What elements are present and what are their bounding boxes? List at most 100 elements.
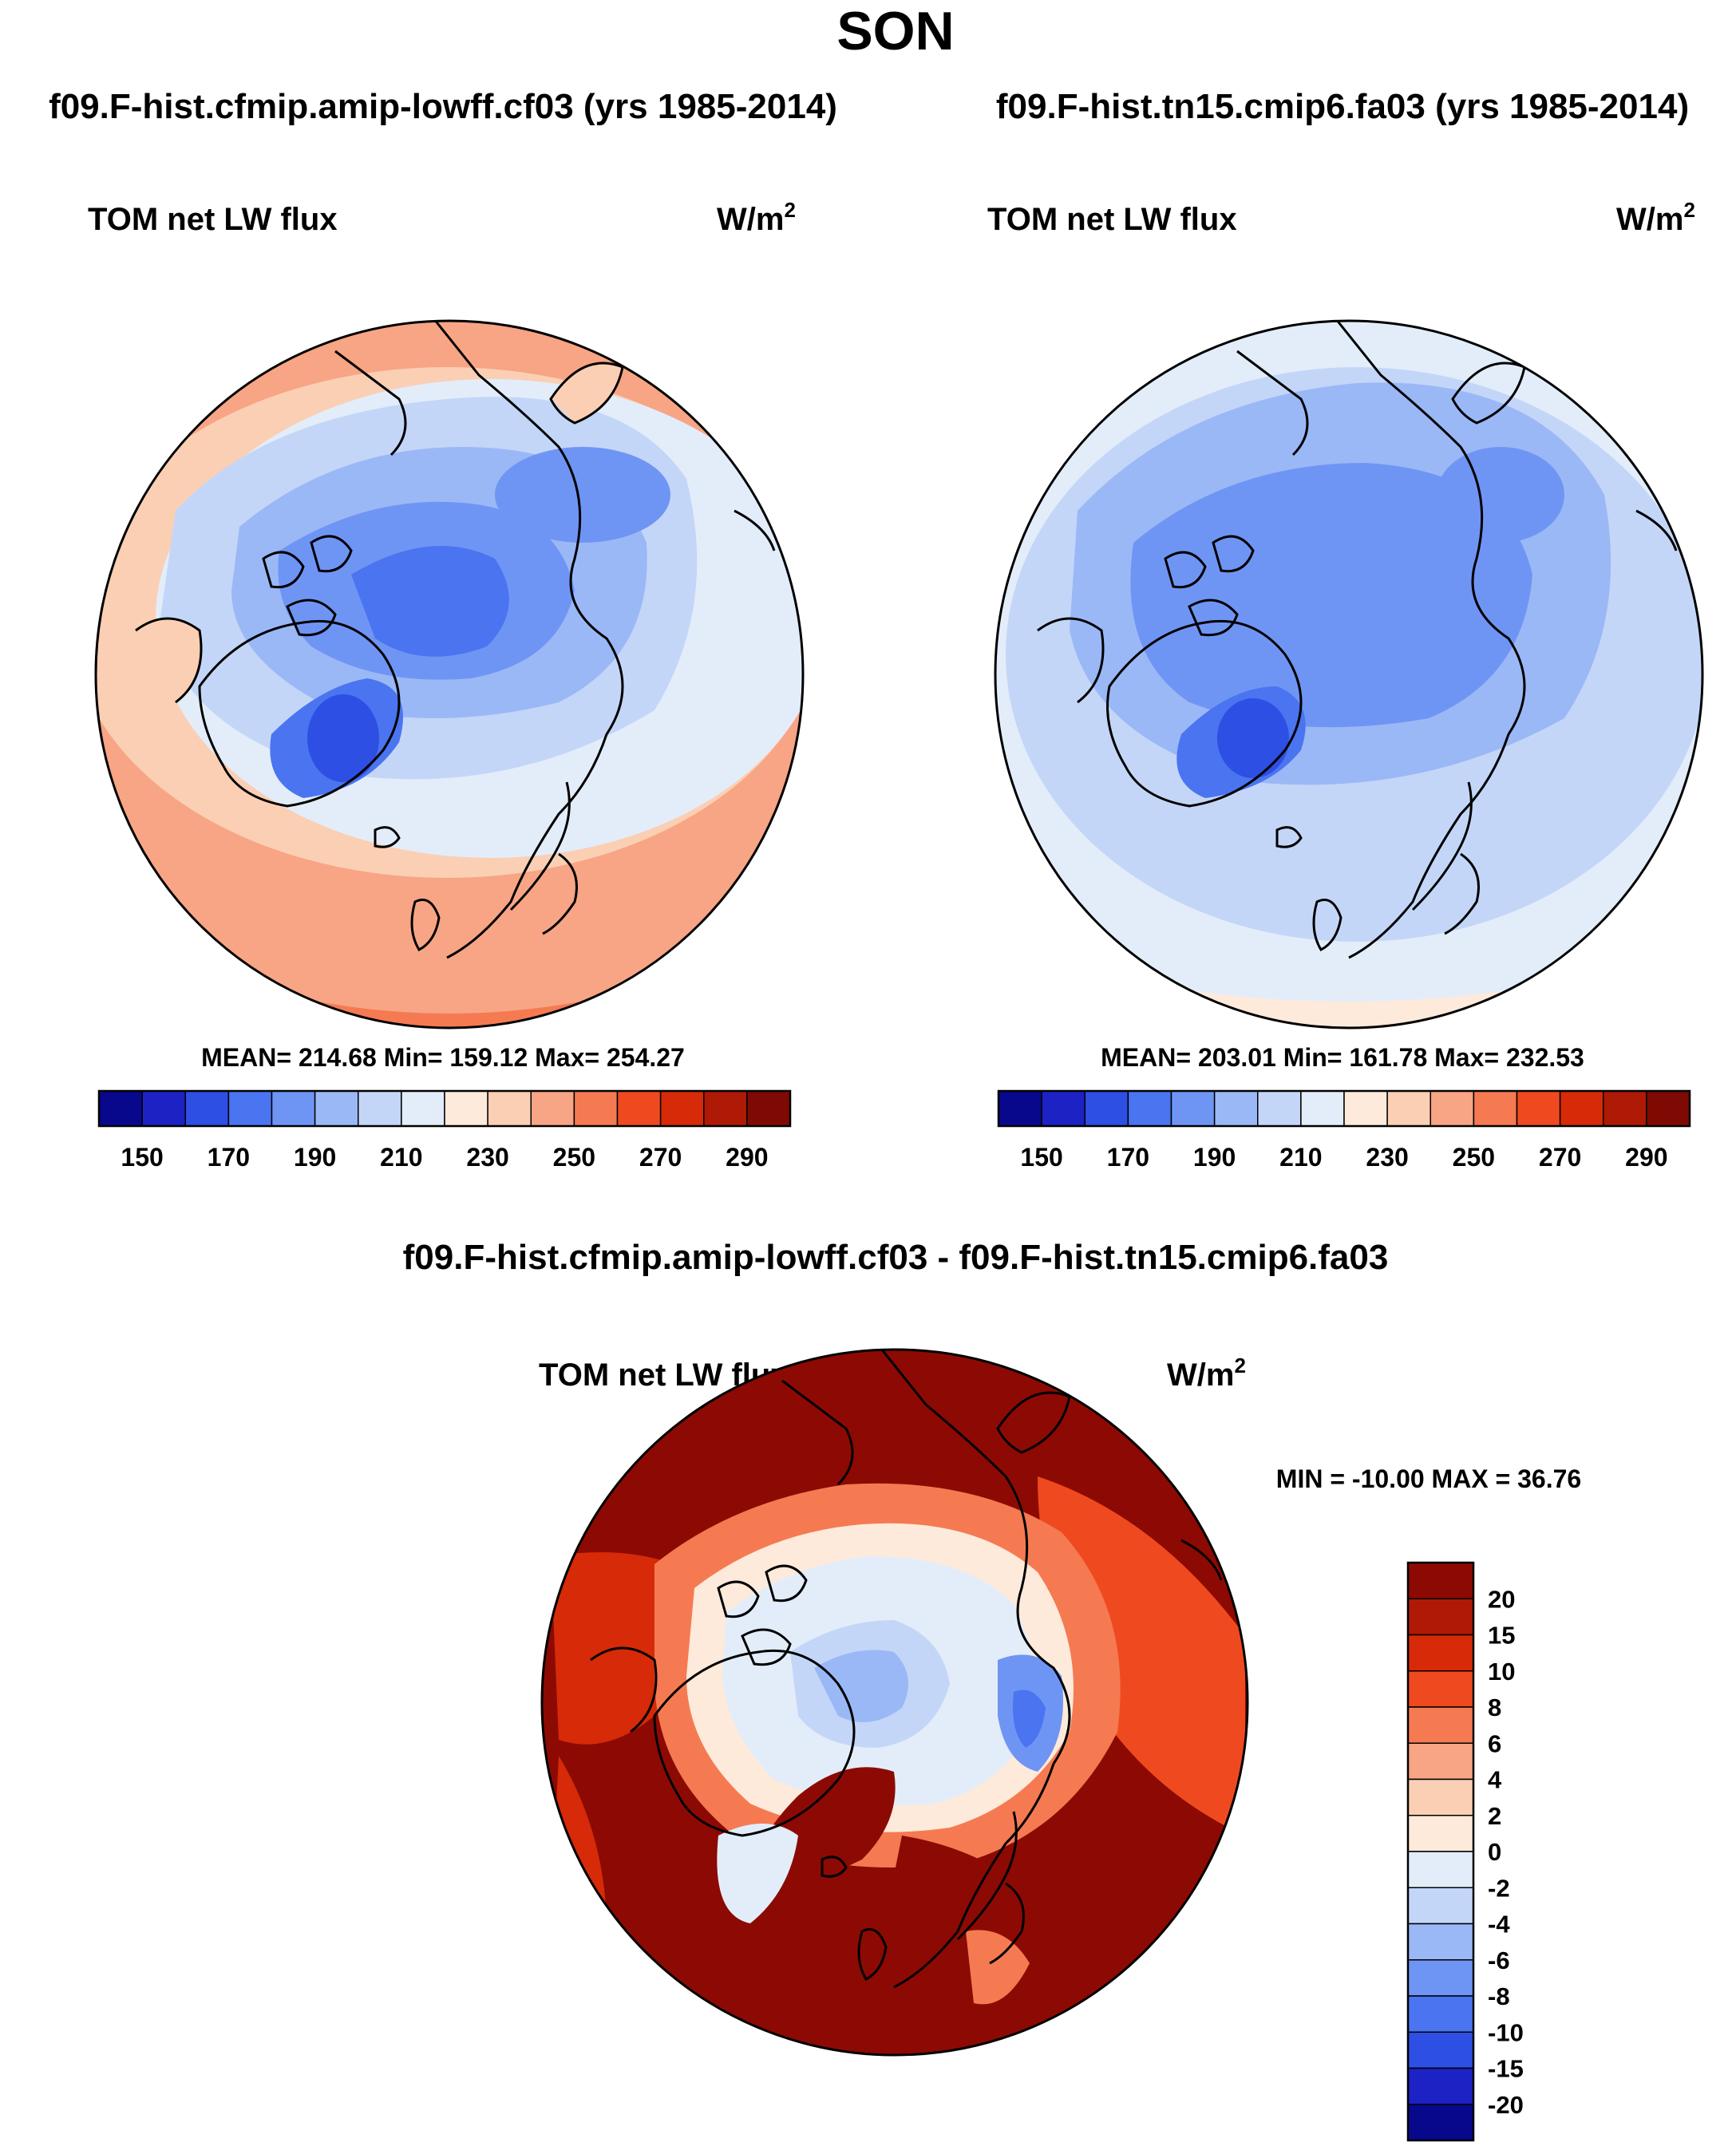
panel-a-colorbar-swatch [487,1090,532,1127]
panel-diff-colorbar-swatch [1407,1923,1474,1961]
panel-diff-colorbar-swatch [1407,2104,1474,2141]
panel-a-colorbar-tick-label: 150 [121,1143,163,1172]
panel-a-colorbar-swatch [659,1090,705,1127]
panel-diff-colorbar-swatch [1407,2031,1474,2069]
panel-a-colorbar-swatch [227,1090,273,1127]
panel-a-colorbar-swatch [746,1090,791,1127]
panel-a-colorbar-tick-label: 170 [208,1143,250,1172]
panel-a-colorbar-tick-label: 270 [639,1143,682,1172]
panel-b-colorbar-swatch [1603,1090,1647,1127]
panel-b-units: W/m2 [1616,198,1695,237]
panel-a-units: W/m2 [717,198,796,237]
panel-b-colorbar-tick-label: 210 [1279,1143,1322,1172]
panel-diff-colorbar-tick-label: 0 [1488,1838,1501,1866]
panel-a-colorbar-swatch [573,1090,619,1127]
panel-b-colorbar-swatch [1300,1090,1345,1127]
panel-diff-colorbar-frame [1406,1561,1475,2142]
panel-b-colorbar-swatch [1516,1090,1561,1127]
panel-b-colorbar-swatch [1041,1090,1085,1127]
panel-a-colorbar-swatch [271,1090,316,1127]
panel-a-colorbar-swatch [530,1090,575,1127]
panel-diff-colorbar-tick-label: -20 [1488,2091,1524,2119]
panel-diff-colorbar-tick-label: 10 [1488,1658,1515,1686]
panel-diff-colorbar-swatch [1407,1562,1474,1599]
panel-diff-colorbar-tick-label: 2 [1488,1802,1501,1830]
panel-b-case-title: f09.F-hist.tn15.cmip6.fa03 (yrs 1985-201… [996,87,1689,126]
panel-a-colorbar-swatch [98,1090,143,1127]
panel-diff-stats: MIN = -10.00 MAX = 36.76 [1276,1464,1581,1493]
panel-a-map-boundary [94,319,805,1030]
panel-a-colorbar-swatch [401,1090,445,1127]
panel-diff-colorbar-swatch [1407,1995,1474,2033]
panel-b-colorbar-tick-label: 150 [1020,1143,1062,1172]
panel-a-colorbar-swatch [314,1090,359,1127]
panel-b-colorbar-tick-label: 270 [1539,1143,1581,1172]
panel-diff-colorbar-tick-label: 6 [1488,1729,1501,1757]
panel-b-colorbar-tick-label: 190 [1193,1143,1236,1172]
panel-a-colorbar-swatch [141,1090,186,1127]
panel-diff-colorbar-tick-label: -4 [1488,1911,1510,1939]
panel-b-colorbar-tick-label: 250 [1453,1143,1495,1172]
panel-b-colorbar-swatch [1213,1090,1259,1127]
panel-diff-case-title: f09.F-hist.cfmip.amip-lowff.cf03 - f09.F… [403,1238,1389,1277]
panel-b-map [995,321,1702,1028]
panel-diff-colorbar-tick-label: 20 [1488,1585,1515,1613]
panel-diff-colorbar-tick-label: 15 [1488,1622,1515,1650]
panel-b-colorbar-swatch [1127,1090,1172,1127]
panel-b-map-boundary [994,319,1704,1030]
panel-b-colorbar-swatch [1559,1090,1604,1127]
panel-diff-colorbar-tick-label: -6 [1488,1946,1510,1974]
panel-diff-colorbar-swatch [1407,1887,1474,1925]
panel-diff-map-boundary [540,1348,1249,2057]
panel-diff-colorbar-swatch [1407,1815,1474,1852]
panel-b-colorbar-swatch [1386,1090,1431,1127]
panel-diff-colorbar-swatch [1407,1670,1474,1708]
panel-diff-colorbar-tick-label: 8 [1488,1694,1501,1721]
panel-b-colorbar-swatch [1343,1090,1388,1127]
panel-diff-colorbar-swatch [1407,1598,1474,1636]
panel-diff: f09.F-hist.cfmip.amip-lowff.cf03 - f09.F… [403,1238,1581,2142]
panel-diff-colorbar-swatch [1407,2067,1474,2105]
panel-diff-colorbar-swatch [1407,1634,1474,1672]
panel-b-variable: TOM net LW flux [987,202,1237,237]
panel-diff-colorbar-tick-label: -10 [1488,2018,1524,2046]
panel-b-colorbar-swatch [998,1090,1042,1127]
panel-a-colorbar-swatch [358,1090,402,1127]
panel-b-colorbar-swatch [1170,1090,1216,1127]
panel-b-colorbar: 150 170 190 210 230 250 270 290 [997,1089,1691,1172]
panel-a-colorbar-tick-label: 250 [553,1143,595,1172]
panel-a: f09.F-hist.cfmip.amip-lowff.cf03 (yrs 19… [49,87,837,1172]
panel-diff-colorbar-swatch [1407,1959,1474,1997]
panel-diff-colorbar-swatch [1407,1742,1474,1780]
panel-a-variable: TOM net LW flux [88,202,338,237]
panel-a-colorbar-swatch [616,1090,662,1127]
panel-b-colorbar-tick-label: 230 [1366,1143,1408,1172]
panel-a-colorbar-frame [97,1089,792,1128]
panel-diff-map [542,1350,1248,2055]
panel-diff-units: W/m2 [1167,1354,1246,1393]
figure-title: SON [836,1,954,61]
panel-a-colorbar-swatch [184,1090,230,1127]
panel-diff-colorbar-swatch [1407,1778,1474,1816]
panel-b-colorbar-tick-label: 290 [1625,1143,1667,1172]
panel-diff-colorbar-swatch [1407,1706,1474,1744]
panel-a-stats: MEAN= 214.68 Min= 159.12 Max= 254.27 [201,1043,685,1072]
panel-a-map [96,321,803,1028]
panel-b-colorbar-tick-label: 170 [1107,1143,1149,1172]
panel-diff-colorbar-tick-label: -8 [1488,1982,1510,2010]
panel-a-colorbar-tick-label: 290 [726,1143,768,1172]
panel-b-colorbar-swatch [1646,1090,1691,1127]
panel-a-colorbar-swatch [444,1090,488,1127]
panel-diff-colorbar-tick-label: 4 [1488,1766,1502,1794]
panel-b-stats: MEAN= 203.01 Min= 161.78 Max= 232.53 [1101,1043,1584,1072]
panel-b-colorbar-swatch [1430,1090,1475,1127]
panel-b: f09.F-hist.tn15.cmip6.fa03 (yrs 1985-201… [987,87,1704,1172]
panel-a-colorbar-tick-label: 190 [294,1143,336,1172]
panel-a-colorbar: 150 170 190 210 230 250 270 290 [97,1089,792,1172]
panel-a-colorbar-swatch [703,1090,748,1127]
panel-diff-colorbar-tick-label: -15 [1488,2055,1524,2083]
panel-b-colorbar-swatch [1257,1090,1302,1127]
panel-diff-colorbar-tick-label: -2 [1488,1874,1510,1902]
